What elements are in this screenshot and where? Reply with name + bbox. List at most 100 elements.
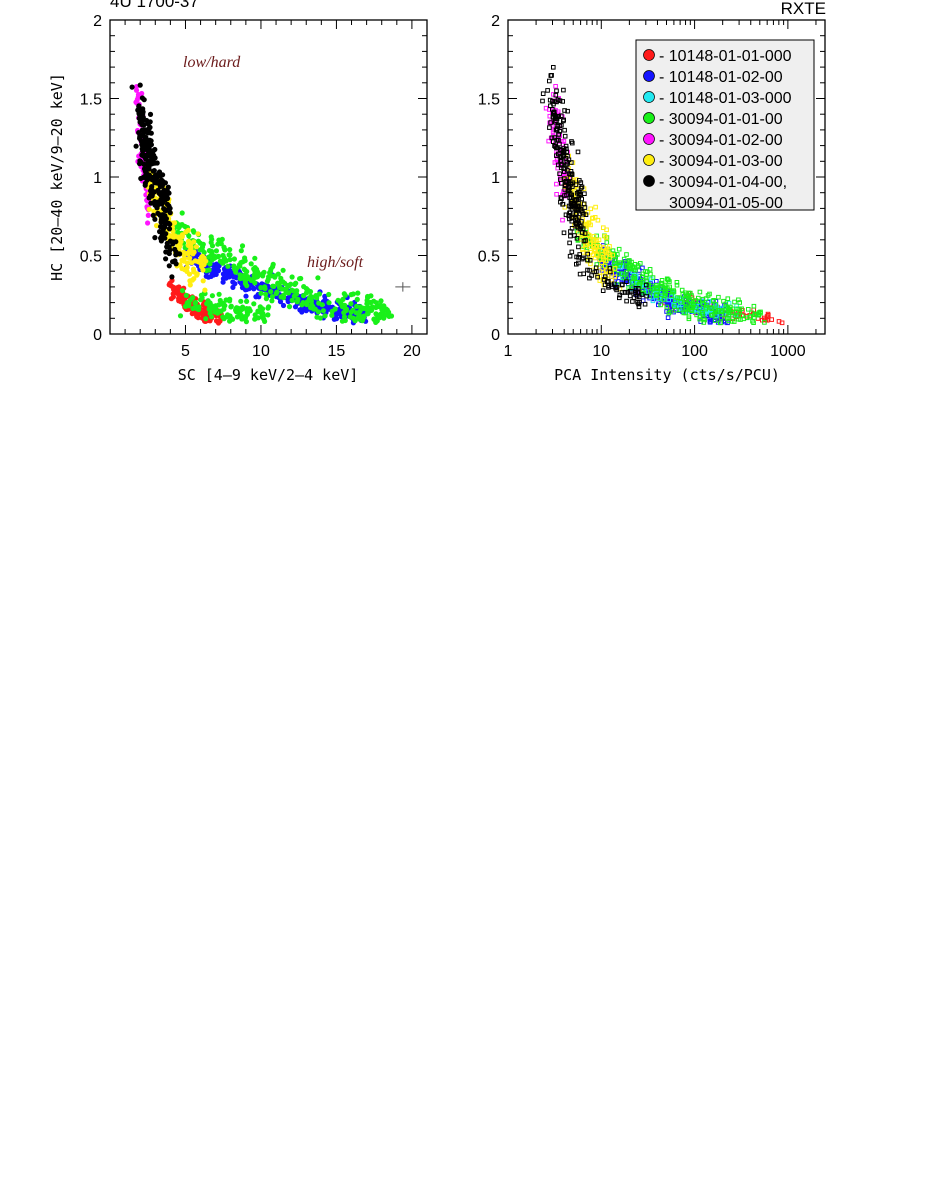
scatter-point: [297, 307, 303, 313]
scatter-point: [699, 310, 705, 315]
scatter-point: [731, 319, 737, 324]
legend-swatch: [643, 133, 655, 145]
scatter-point: [184, 300, 190, 306]
scatter-point: [596, 265, 602, 271]
scatter-point: [573, 216, 579, 221]
scatter-point: [322, 313, 328, 319]
right-axis-ticks: 1 10 100 1000 0 0.5 1 1.5 2: [478, 13, 825, 360]
scatter-point: [575, 149, 581, 155]
scatter-point: [315, 309, 321, 315]
scatter-point: [650, 275, 656, 280]
scatter-point: [555, 113, 561, 119]
scatter-point: [176, 284, 182, 290]
scatter-point: [268, 289, 274, 295]
scatter-point: [148, 159, 154, 166]
scatter-point: [590, 216, 595, 221]
scatter-point: [709, 312, 714, 318]
scatter-point: [569, 198, 575, 204]
scatter-point: [304, 299, 310, 305]
scatter-point: [658, 289, 664, 295]
legend-swatch: [643, 154, 655, 166]
scatter-point: [354, 296, 360, 302]
scatter-point: [724, 316, 730, 321]
scatter-point: [751, 303, 757, 309]
scatter-point: [214, 265, 220, 271]
scatter-point: [576, 215, 582, 220]
scatter-point: [587, 237, 593, 243]
scatter-point: [222, 266, 228, 273]
scatter-point: [540, 91, 546, 97]
scatter-point: [587, 258, 593, 263]
scatter-point: [286, 304, 293, 310]
scatter-point: [136, 103, 142, 109]
legend-swatch: [643, 70, 655, 82]
y-tick-label: 1.5: [478, 92, 500, 109]
scatter-point: [560, 217, 565, 223]
scatter-point: [679, 287, 685, 293]
scatter-point: [635, 299, 640, 305]
scatter-point: [581, 271, 587, 277]
scatter-point: [672, 298, 678, 303]
scatter-point: [193, 299, 199, 306]
scatter-point: [559, 113, 564, 119]
scatter-point: [586, 221, 592, 226]
scatter-point: [206, 248, 212, 254]
scatter-point: [230, 273, 236, 279]
scatter-point: [184, 268, 190, 274]
scatter-point: [269, 294, 275, 300]
scatter-point: [245, 274, 251, 280]
scatter-point: [140, 114, 146, 120]
right-series-6: [540, 65, 649, 310]
scatter-point: [592, 215, 598, 220]
scatter-point: [751, 315, 757, 320]
scatter-point: [260, 306, 266, 312]
scatter-point: [556, 132, 562, 137]
y-tick-label: 0: [93, 327, 102, 344]
scatter-point: [263, 296, 269, 302]
scatter-point: [285, 282, 291, 289]
scatter-point: [152, 235, 158, 241]
scatter-point: [206, 254, 212, 260]
scatter-point: [179, 257, 185, 263]
scatter-point: [342, 302, 348, 308]
legend-label: - 30094-01-04-00,: [659, 174, 787, 191]
scatter-point: [177, 243, 183, 250]
scatter-point: [688, 298, 693, 304]
scatter-point: [712, 311, 717, 317]
scatter-point: [565, 108, 570, 114]
scatter-point: [230, 279, 236, 285]
scatter-point: [308, 298, 314, 304]
scatter-point: [179, 210, 185, 216]
scatter-point: [163, 207, 169, 213]
scatter-point: [294, 298, 300, 305]
scatter-point: [158, 224, 164, 230]
scatter-point: [184, 264, 190, 271]
scatter-point: [572, 233, 577, 238]
scatter-point: [278, 275, 284, 281]
x-tick-label: 5: [181, 343, 190, 360]
scatter-point: [640, 265, 645, 271]
y-tick-label: 1: [93, 170, 102, 187]
scatter-point: [624, 298, 629, 304]
scatter-point: [227, 257, 233, 263]
scatter-point: [674, 280, 680, 285]
scatter-point: [167, 280, 173, 286]
scatter-point: [368, 299, 374, 306]
scatter-point: [643, 282, 649, 288]
scatter-point: [136, 110, 142, 116]
scatter-point: [648, 271, 653, 277]
scatter-point: [373, 319, 379, 325]
scatter-point: [667, 284, 673, 290]
scatter-point: [595, 217, 601, 223]
scatter-point: [593, 204, 598, 210]
scatter-point: [570, 180, 576, 185]
scatter-point: [164, 201, 170, 207]
scatter-point: [166, 226, 173, 232]
scatter-point: [607, 252, 613, 257]
scatter-point: [216, 291, 222, 297]
scatter-point: [337, 298, 343, 304]
scatter-point: [701, 301, 707, 307]
legend-label: - 30094-01-01-00: [659, 111, 783, 128]
x-tick-label: 10: [252, 343, 270, 360]
legend-label: - 10148-01-02-00: [659, 69, 783, 86]
